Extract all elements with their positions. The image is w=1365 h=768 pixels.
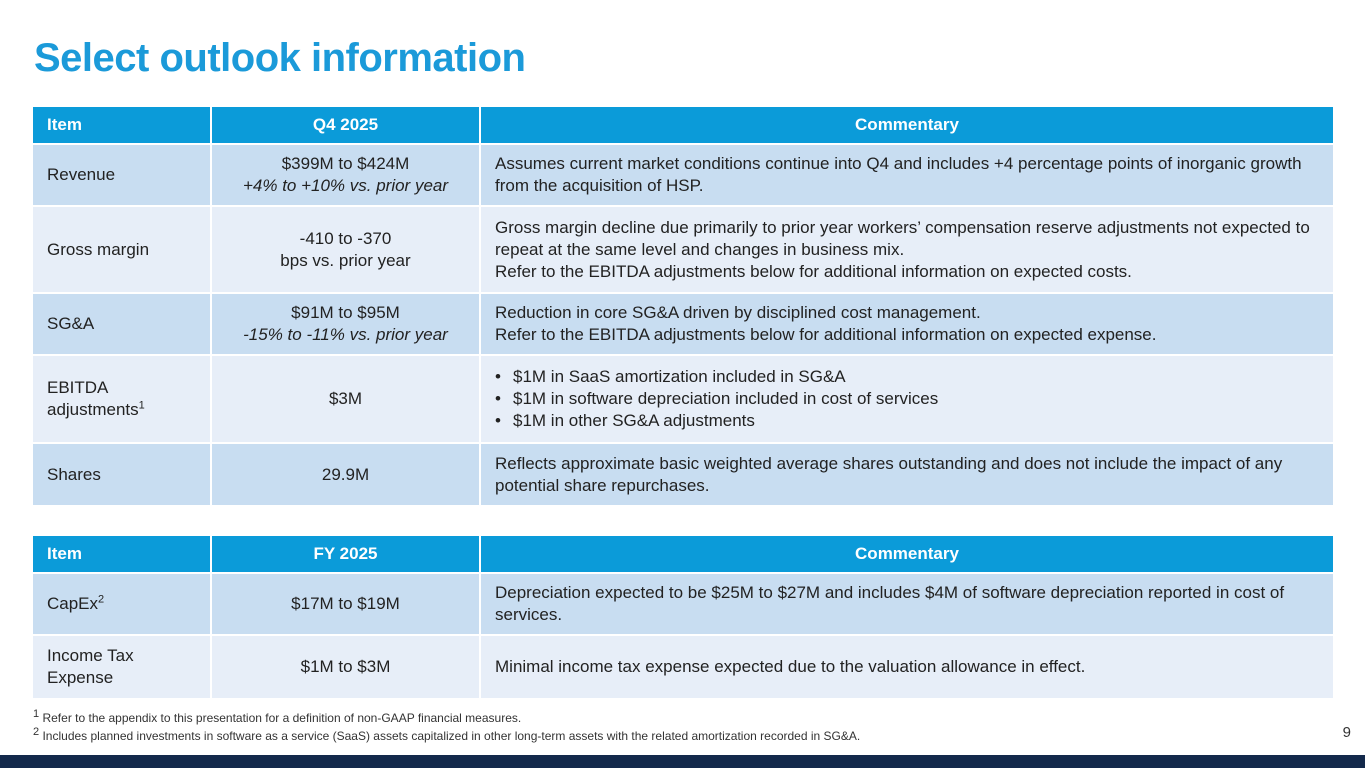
- footnote-2: 2 Includes planned investments in softwa…: [33, 726, 861, 744]
- bullet-item: $1M in SaaS amortization included in SG&…: [495, 366, 938, 388]
- page-number: 9: [1342, 724, 1351, 741]
- footer-bar: [0, 755, 1365, 768]
- item-label: CapEx2: [47, 593, 104, 615]
- commentary-line: Reflects approximate basic weighted aver…: [495, 453, 1283, 495]
- value-sub: +4% to +10% vs. prior year: [242, 176, 449, 195]
- row-commentary: Reduction in core SG&A driven by discipl…: [481, 294, 1333, 354]
- commentary-line: Assumes current market conditions contin…: [495, 154, 1302, 195]
- row-value: -410 to -370 bps vs. prior year: [212, 207, 479, 292]
- value-main: $91M to $95M: [291, 303, 400, 322]
- bullet-list: $1M in SaaS amortization included in SG&…: [495, 366, 938, 432]
- page-title: Select outlook information: [34, 36, 526, 80]
- footnote-number: 2: [33, 726, 40, 738]
- item-text: EBITDA adjustments: [47, 378, 139, 419]
- value-main: -410 to -370: [299, 228, 392, 248]
- row-value: $17M to $19M: [212, 574, 479, 634]
- row-commentary: Assumes current market conditions contin…: [481, 145, 1333, 205]
- row-commentary: Minimal income tax expense expected due …: [481, 636, 1333, 698]
- fy-outlook-table: Item FY 2025 Commentary CapEx2 $17M to $…: [33, 536, 1333, 698]
- commentary-line: Depreciation expected to be $25M to $27M…: [495, 583, 1285, 624]
- row-item: Gross margin: [33, 207, 210, 292]
- header-commentary: Commentary: [481, 107, 1333, 143]
- q4-outlook-table: Item Q4 2025 Commentary Revenue $399M to…: [33, 107, 1333, 505]
- row-item: EBITDA adjustments1: [33, 356, 210, 442]
- header-period: Q4 2025: [212, 107, 479, 143]
- footnote-number: 1: [33, 708, 40, 720]
- row-item: Shares: [33, 444, 210, 505]
- commentary-line: Refer to the EBITDA adjustments below fo…: [495, 325, 1157, 344]
- header-item: Item: [33, 536, 210, 572]
- row-item: SG&A: [33, 294, 210, 354]
- bullet-item: $1M in software depreciation included in…: [495, 388, 938, 410]
- row-value: $91M to $95M -15% to -11% vs. prior year: [212, 294, 479, 354]
- commentary-line: Refer to the EBITDA adjustments below fo…: [495, 261, 1132, 281]
- row-value: $399M to $424M +4% to +10% vs. prior year: [212, 145, 479, 205]
- row-item: Income Tax Expense: [33, 636, 210, 698]
- row-commentary: Reflects approximate basic weighted aver…: [481, 444, 1333, 505]
- header-period: FY 2025: [212, 536, 479, 572]
- commentary-line: Reduction in core SG&A driven by discipl…: [495, 303, 981, 322]
- bullet-item: $1M in other SG&A adjustments: [495, 410, 938, 432]
- footnote-text: Refer to the appendix to this presentati…: [42, 711, 522, 725]
- commentary-line: Gross margin decline due primarily to pr…: [495, 217, 1310, 259]
- row-commentary: $1M in SaaS amortization included in SG&…: [481, 356, 1333, 442]
- value-sub: -15% to -11% vs. prior year: [243, 325, 448, 344]
- row-value: 29.9M: [212, 444, 479, 505]
- value-sub: bps vs. prior year: [280, 250, 411, 270]
- item-text: CapEx: [47, 594, 99, 613]
- row-value: $1M to $3M: [212, 636, 479, 698]
- footnote-ref: 1: [138, 399, 145, 412]
- row-commentary: Gross margin decline due primarily to pr…: [481, 207, 1333, 292]
- row-item: CapEx2: [33, 574, 210, 634]
- value-main: $399M to $424M: [281, 154, 410, 173]
- item-label: EBITDA adjustments1: [47, 377, 196, 421]
- commentary-line: Minimal income tax expense expected due …: [495, 657, 1086, 676]
- row-value: $3M: [212, 356, 479, 442]
- header-item: Item: [33, 107, 210, 143]
- footnote-1: 1 Refer to the appendix to this presenta…: [33, 708, 522, 726]
- footnote-ref: 2: [98, 593, 105, 606]
- footnote-text: Includes planned investments in software…: [42, 729, 861, 743]
- row-item: Revenue: [33, 145, 210, 205]
- header-commentary: Commentary: [481, 536, 1333, 572]
- row-commentary: Depreciation expected to be $25M to $27M…: [481, 574, 1333, 634]
